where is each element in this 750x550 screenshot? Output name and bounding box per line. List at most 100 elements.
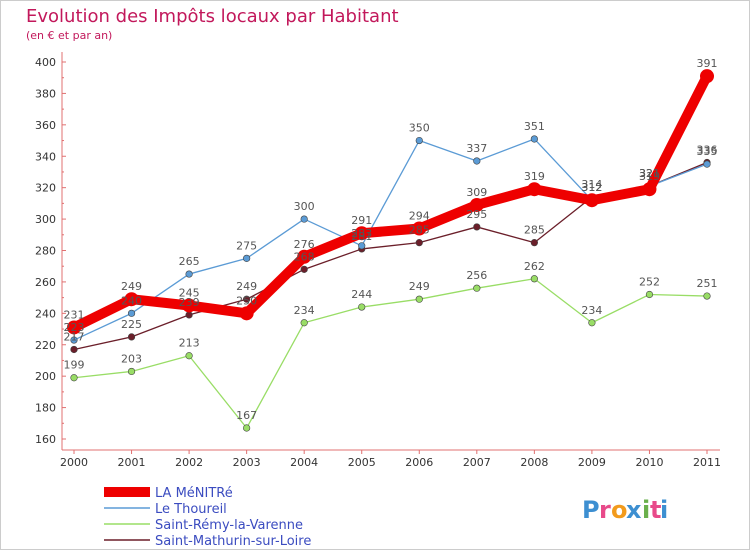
- data-point: [415, 295, 423, 303]
- data-point: [645, 290, 654, 299]
- data-label: 309: [466, 186, 487, 199]
- data-label: 391: [697, 57, 718, 70]
- x-tick-label: 2004: [290, 456, 318, 469]
- data-point: [127, 367, 136, 376]
- data-label: 285: [524, 224, 545, 237]
- data-label: 262: [524, 260, 545, 273]
- data-label: 294: [409, 210, 430, 223]
- data-label: 251: [697, 277, 718, 290]
- data-point: [473, 223, 481, 231]
- data-label: 199: [64, 359, 85, 372]
- series-line-1: [73, 161, 708, 351]
- data-label: 244: [351, 288, 372, 301]
- x-tick-label: 2003: [233, 456, 261, 469]
- data-point: [70, 374, 78, 382]
- data-label: 276: [294, 238, 315, 251]
- series-line-2: [73, 138, 708, 341]
- y-tick-label: 300: [35, 213, 56, 226]
- legend-label: Saint-Mathurin-sur-Loire: [155, 534, 311, 549]
- data-point: [185, 270, 193, 278]
- data-point: [300, 215, 308, 223]
- x-tick-label: 2010: [635, 456, 663, 469]
- data-point: [70, 336, 78, 344]
- data-label: 249: [409, 280, 430, 293]
- logo-letter: r: [599, 496, 611, 524]
- data-label: 240: [121, 294, 142, 307]
- y-tick-label: 260: [35, 276, 56, 289]
- data-label: 167: [236, 409, 257, 422]
- data-point: [185, 311, 193, 319]
- data-label: 319: [639, 170, 660, 183]
- data-point: [358, 303, 366, 311]
- data-label: 312: [581, 181, 602, 194]
- logo-letter: i: [660, 496, 668, 524]
- data-point: [530, 275, 538, 283]
- data-point: [358, 242, 366, 250]
- data-label: 239: [179, 296, 200, 309]
- data-label: 314: [581, 178, 602, 191]
- data-point: [415, 239, 423, 247]
- data-point: [239, 306, 254, 321]
- data-point: [127, 309, 136, 317]
- data-label: 312: [581, 181, 602, 194]
- x-tick-label: 2000: [60, 456, 88, 469]
- axes: 160 180 200 220 240 260 280 300 320 340 360 380 400 2…: [35, 52, 721, 469]
- legend-label: Saint-Rémy-la-Varenne: [155, 518, 303, 533]
- data-point: [354, 226, 369, 241]
- logo-letter: x: [626, 496, 642, 524]
- data-point: [473, 157, 481, 165]
- data-label: 245: [179, 286, 200, 299]
- data-label: 295: [466, 208, 487, 221]
- data-label: 223: [64, 321, 85, 334]
- data-label: 321: [639, 167, 660, 180]
- data-point: [642, 182, 657, 197]
- data-point: [297, 249, 312, 264]
- logo-letter: t: [650, 496, 661, 524]
- logo-letter: o: [611, 496, 628, 524]
- data-point: [588, 319, 596, 327]
- data-label: 225: [121, 318, 142, 331]
- y-tick-label: 280: [35, 245, 56, 258]
- data-label: 300: [294, 200, 315, 213]
- data-point: [127, 333, 136, 341]
- data-point: [527, 182, 542, 197]
- data-point: [124, 292, 139, 307]
- data-label: 265: [179, 255, 200, 268]
- data-label: 213: [179, 337, 200, 350]
- data-point: [185, 352, 193, 360]
- logo-letter: P: [582, 496, 600, 524]
- data-label: 203: [121, 352, 142, 365]
- data-label: 351: [524, 120, 545, 133]
- data-point: [243, 424, 251, 432]
- data-label: 252: [639, 275, 660, 288]
- x-tick-label: 2011: [693, 456, 721, 469]
- data-point: [703, 160, 711, 168]
- data-point: [469, 197, 484, 212]
- data-label: 283: [351, 227, 372, 240]
- x-tick-label: 2001: [118, 456, 146, 469]
- y-tick-label: 160: [35, 433, 56, 446]
- y-tick-label: 180: [35, 402, 56, 415]
- x-tick-label: 2006: [405, 456, 433, 469]
- data-point: [182, 298, 197, 313]
- data-label: 217: [64, 330, 85, 343]
- series-layer: [67, 69, 714, 432]
- data-label: 337: [466, 142, 487, 155]
- series-line-3: [69, 71, 712, 333]
- chart-title: Evolution des Impôts locaux par Habitant: [26, 6, 399, 27]
- series-line-0: [73, 278, 708, 429]
- data-label: 231: [64, 308, 85, 321]
- y-tick-label: 400: [35, 56, 56, 69]
- x-tick-label: 2007: [463, 456, 491, 469]
- data-point: [473, 284, 481, 292]
- data-label: 268: [294, 250, 315, 263]
- data-point: [584, 193, 599, 208]
- data-label: 234: [581, 304, 602, 317]
- data-label: 234: [294, 304, 315, 317]
- x-tick-label: 2002: [175, 456, 203, 469]
- data-label: 285: [409, 224, 430, 237]
